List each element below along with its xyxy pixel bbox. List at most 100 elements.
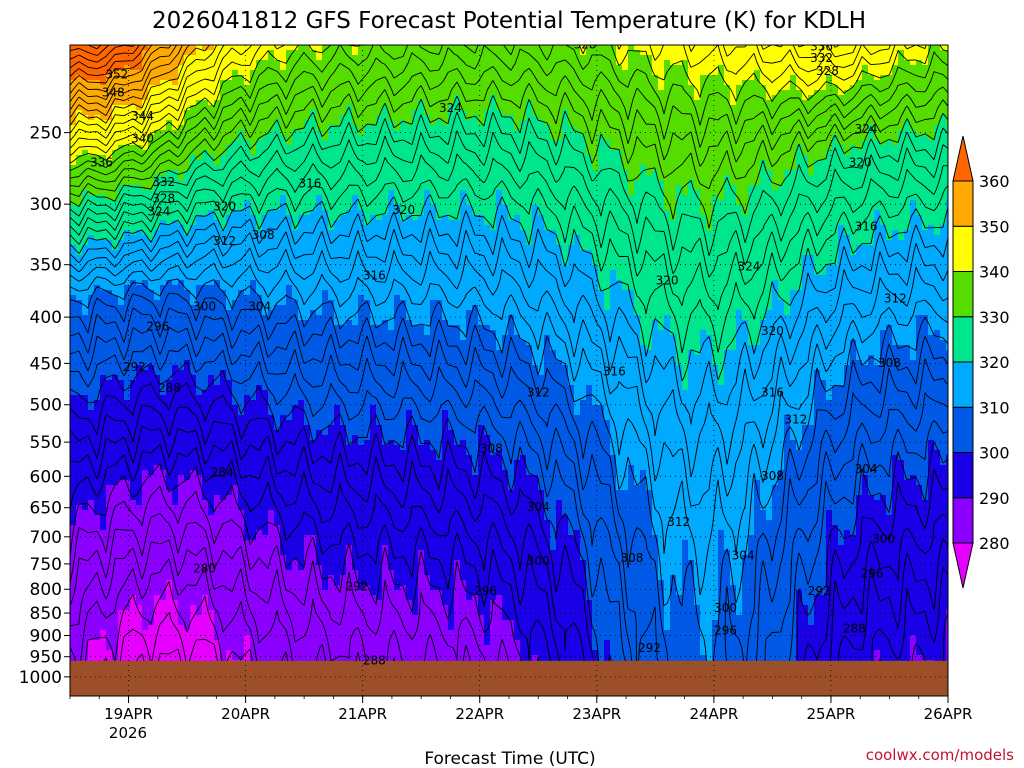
- contour-label: 288: [843, 621, 866, 635]
- contour-label: 296: [146, 319, 169, 333]
- contour-label: 320: [656, 274, 679, 288]
- colorbar-segment: [953, 181, 973, 226]
- contour-label: 300: [527, 554, 550, 568]
- chart-title: 2026041812 GFS Forecast Potential Temper…: [152, 8, 866, 34]
- y-tick-label: 300: [30, 195, 62, 215]
- colorbar-label: 350: [979, 217, 1010, 236]
- colorbar-segment: [953, 272, 973, 317]
- x-tick-label: 25APR: [807, 705, 856, 723]
- colorbar: 280 290 300 310 320 330 340 350 360: [953, 136, 1010, 588]
- contour-label: 292: [638, 641, 661, 655]
- colorbar-segment: [953, 498, 973, 543]
- y-tick-label: 500: [30, 396, 62, 416]
- contour-label: 312: [213, 234, 236, 248]
- y-tick-label: 950: [30, 648, 62, 668]
- contour-label: 328: [816, 64, 839, 78]
- x-tick-label: 21APR: [338, 705, 387, 723]
- contour-label: 320: [392, 203, 415, 217]
- contour-label: 324: [148, 204, 171, 218]
- contour-label: 352: [105, 68, 128, 82]
- contour-label: 304: [732, 548, 755, 562]
- contour-label: 332: [152, 175, 175, 189]
- contour-label: 280: [193, 562, 216, 576]
- contour-label: 300: [714, 601, 737, 615]
- contour-label: 296: [474, 584, 497, 598]
- contour-label: 324: [439, 101, 462, 115]
- y-tick-label: 350: [30, 256, 62, 276]
- colorbar-label: 320: [979, 353, 1010, 372]
- contour-label: 344: [131, 109, 154, 123]
- contour-label: 304: [855, 462, 878, 476]
- contour-label: 312: [884, 292, 907, 306]
- contour-label: 316: [299, 177, 322, 191]
- x-tick-label: 20APR: [221, 705, 270, 723]
- colorbar-label: 280: [979, 534, 1010, 553]
- colorbar-label: 340: [979, 263, 1010, 282]
- x-tick-label: 22APR: [455, 705, 504, 723]
- x-axis-label: Forecast Time (UTC): [424, 749, 595, 768]
- contour-label: 324: [738, 259, 761, 273]
- time-axis: 19APR 20APR 21APR 22APR 23APR 24APR 25APR 26APR: [70, 696, 972, 723]
- pressure-axis: 2503003504004505005506006507007508008509…: [19, 124, 70, 688]
- contour-label: 308: [480, 442, 503, 456]
- colorbar-segment: [953, 362, 973, 407]
- x-tick-label: 23APR: [572, 705, 621, 723]
- contour-label: 336: [810, 39, 833, 53]
- y-tick-label: 450: [30, 354, 62, 374]
- contour-label: 292: [345, 579, 368, 593]
- credit-text: coolwx.com/models: [866, 746, 1014, 764]
- contour-label: 328: [152, 191, 175, 205]
- contour-label: 320: [761, 324, 784, 338]
- contour-label: 336: [90, 155, 113, 169]
- colorbar-segment: [953, 453, 973, 498]
- contour-label: 316: [855, 220, 878, 234]
- x-year-label: 2026: [109, 724, 147, 742]
- contour-label: 288: [158, 381, 181, 395]
- x-tick-label: 24APR: [689, 705, 738, 723]
- y-tick-label: 900: [30, 626, 62, 646]
- contour-label: 348: [102, 85, 125, 99]
- contour-label: 320: [849, 155, 872, 169]
- contour-label: 312: [667, 515, 690, 529]
- y-tick-label: 800: [30, 580, 62, 600]
- contour-label: 296: [860, 567, 883, 581]
- contour-label: 284: [211, 466, 234, 480]
- contour-label: 296: [714, 624, 737, 638]
- contour-label: 308: [620, 551, 643, 565]
- contour-label: 308: [878, 356, 901, 370]
- contour-label: 308: [252, 228, 275, 242]
- contour-label: 316: [603, 364, 626, 378]
- colorbar-extend-high: [953, 136, 973, 181]
- y-tick-label: 250: [30, 124, 62, 144]
- contour-label: 312: [784, 413, 807, 427]
- y-tick-label: 1000: [19, 668, 62, 688]
- y-tick-label: 850: [30, 604, 62, 624]
- contour-label: 316: [761, 385, 784, 399]
- colorbar-label: 310: [979, 398, 1010, 417]
- y-tick-label: 700: [30, 528, 62, 548]
- y-tick-label: 600: [30, 467, 62, 487]
- ground-layer: [70, 661, 948, 696]
- colorbar-label: 360: [979, 172, 1010, 191]
- colorbar-segment: [953, 226, 973, 271]
- contour-label: 300: [193, 300, 216, 314]
- contour-label: 304: [527, 500, 550, 514]
- y-tick-label: 750: [30, 555, 62, 575]
- ground-fill: [70, 661, 948, 696]
- colorbar-label: 330: [979, 308, 1010, 327]
- colorbar-extend-low: [953, 543, 973, 588]
- contour-label: 312: [527, 385, 550, 399]
- contour-label: 292: [123, 360, 146, 374]
- y-tick-label: 550: [30, 433, 62, 453]
- x-tick-label: 26APR: [924, 705, 973, 723]
- contour-label: 340: [131, 131, 154, 145]
- colorbar-segment: [953, 407, 973, 452]
- contour-label: 304: [248, 300, 271, 314]
- colorbar-label: 290: [979, 489, 1010, 508]
- contour-label: 308: [761, 469, 784, 483]
- x-tick-label: 19APR: [104, 705, 153, 723]
- colorbar-label: 300: [979, 444, 1010, 463]
- y-tick-label: 400: [30, 308, 62, 328]
